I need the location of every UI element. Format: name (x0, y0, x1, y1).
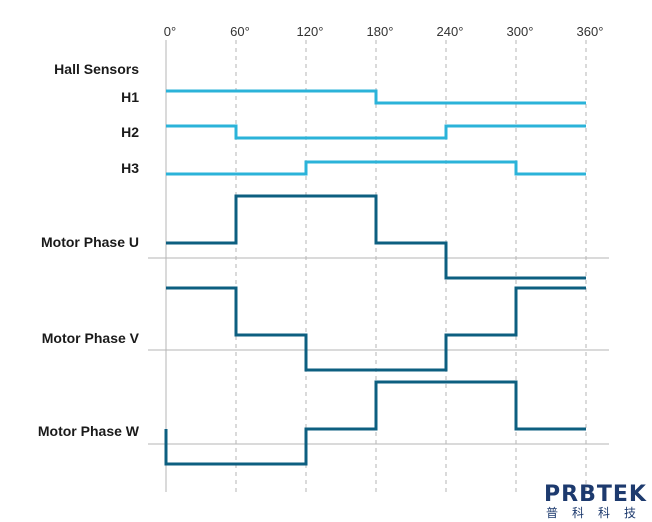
angle-tick-label: 60° (230, 24, 250, 39)
phase-wave-w (164, 380, 586, 466)
phase-label-w: Motor Phase W (38, 423, 140, 439)
phase-wave-v (166, 286, 586, 372)
phase-wave-u (166, 194, 586, 280)
brand-logo: PRBTEK 普科科技 (544, 482, 650, 520)
phase-label-u: Motor Phase U (41, 234, 139, 250)
hall-wave-h3 (166, 160, 586, 176)
angle-tick-label: 300° (507, 24, 534, 39)
angle-tick-label: 0° (164, 24, 176, 39)
angle-tick-label: 360° (577, 24, 604, 39)
hall-sensor-signals: H1 H2 H3 (121, 89, 586, 176)
logo-subtitle: 普科科技 (546, 506, 650, 520)
phase-baselines (148, 257, 609, 445)
hall-label-h2: H2 (121, 124, 139, 140)
hall-sensors-title: Hall Sensors (54, 61, 139, 77)
angle-tick-label: 120° (297, 24, 324, 39)
angle-axis: 0° 60° 120° 180° 240° 300° 360° (164, 24, 604, 39)
hall-label-h3: H3 (121, 160, 139, 176)
hall-wave-h1 (166, 89, 586, 105)
angle-tick-label: 240° (437, 24, 464, 39)
logo-name: PRBTEK (544, 482, 647, 507)
hall-label-h1: H1 (121, 89, 139, 105)
angle-tick-label: 180° (367, 24, 394, 39)
hall-wave-h2 (166, 124, 586, 140)
phase-label-v: Motor Phase V (42, 330, 140, 346)
motor-phase-signals: Motor Phase U Motor Phase V Motor Phase W (38, 194, 586, 466)
